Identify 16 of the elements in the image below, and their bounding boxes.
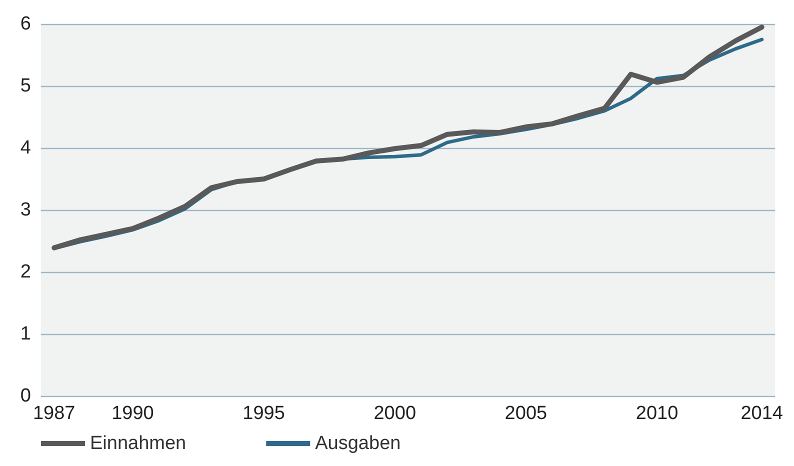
y-tick-label: 5: [20, 76, 31, 96]
x-tick-label: 1990: [112, 403, 154, 424]
x-tick-label: 2005: [504, 403, 548, 424]
y-tick-label: 4: [20, 138, 32, 158]
x-tick-label: 2000: [374, 403, 416, 424]
y-tick-label: 0: [20, 386, 31, 406]
x-tick-label: 1995: [242, 403, 285, 424]
x-tick-label: 2010: [636, 403, 678, 424]
x-tick-label: 1987: [32, 403, 76, 424]
y-tick-label: 2: [20, 262, 31, 282]
y-tick-label: 6: [20, 14, 31, 34]
y-tick-label: 1: [20, 324, 31, 344]
y-tick-label: 3: [20, 200, 31, 220]
x-tick-label: 2014: [740, 403, 784, 424]
legend-label: Einnahmen: [90, 433, 186, 454]
legend-label: Ausgaben: [315, 433, 401, 454]
